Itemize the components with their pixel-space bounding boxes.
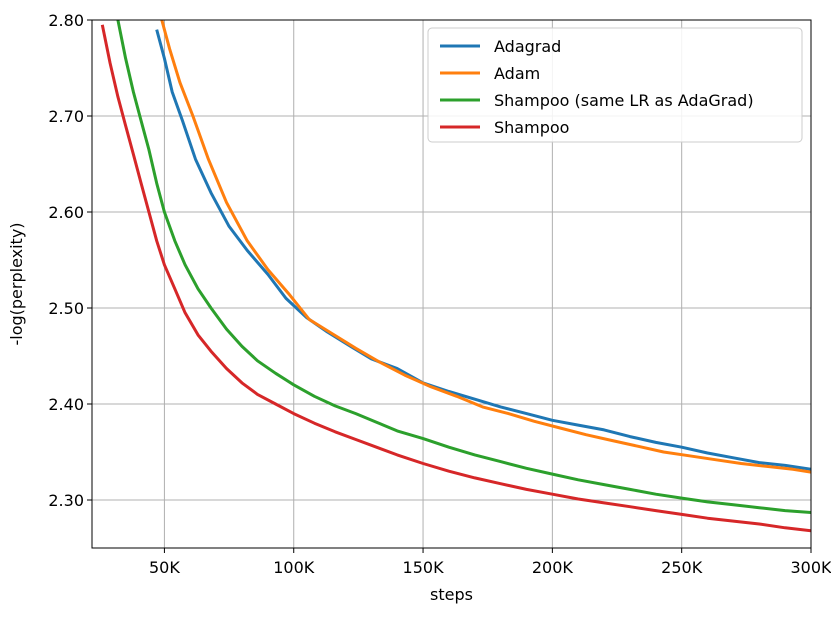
legend-box [427,27,803,143]
y-tick-label: 2.40 [48,395,84,414]
y-tick-label: 2.50 [48,299,84,318]
y-tick-label: 2.80 [48,11,84,30]
legend: Adagrad Adam Shampoo (same LR as AdaGrad) S… [427,27,803,143]
x-tick-label: 250K [661,558,703,577]
x-tick-label: 100K [273,558,315,577]
x-axis-title: steps [430,585,473,604]
legend-label-0: Adagrad [494,37,561,56]
series-line-2 [116,20,811,514]
y-tick-label: 2.30 [48,491,84,510]
series-line-1 [160,20,811,474]
x-tick-label: 200K [532,558,574,577]
x-axis-ticks: 50K 100K 150K 200K 250K 300K [149,548,831,577]
legend-label-2: Shampoo (same LR as AdaGrad) [494,91,754,110]
y-axis-ticks: 2.30 2.40 2.50 2.60 2.70 2.80 [48,11,92,510]
legend-label-3: Shampoo [494,118,569,137]
plot-frame [91,19,812,549]
plot-lines [100,20,811,533]
x-tick-label: 50K [149,558,180,577]
y-tick-label: 2.70 [48,107,84,126]
y-axis-title: -log(perplexity) [7,222,26,345]
x-tick-label: 300K [790,558,831,577]
series-line-3 [100,24,811,533]
x-tick-label: 150K [403,558,445,577]
legend-label-1: Adam [494,64,540,83]
y-tick-label: 2.60 [48,203,84,222]
